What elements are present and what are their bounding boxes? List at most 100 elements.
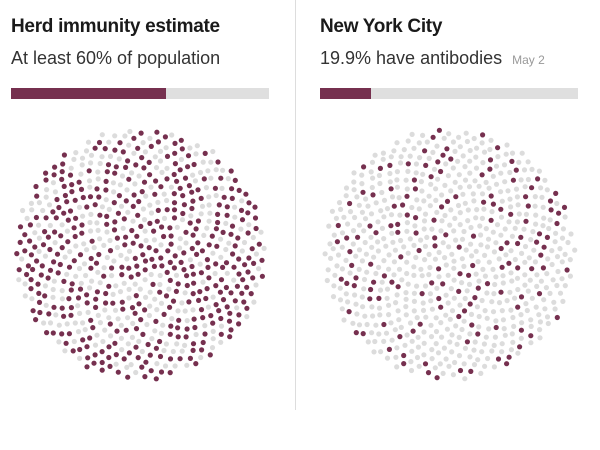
dot-immune xyxy=(176,317,182,323)
dot-immune xyxy=(429,280,435,286)
dot-immune xyxy=(213,302,219,308)
dot-not-immune xyxy=(420,171,426,177)
dot-immune xyxy=(479,172,485,178)
dot-immune xyxy=(167,225,173,231)
dot-not-immune xyxy=(449,332,455,338)
dot-not-immune xyxy=(429,306,435,312)
dot-immune xyxy=(68,312,74,318)
dot-not-immune xyxy=(381,214,387,220)
dot-immune xyxy=(158,369,165,375)
dot-not-immune xyxy=(386,312,392,318)
dot-immune xyxy=(65,239,71,245)
dot-immune xyxy=(220,264,226,270)
dot-not-immune xyxy=(522,272,528,278)
dot-immune xyxy=(487,157,494,163)
dot-not-immune xyxy=(29,207,35,213)
dot-not-immune xyxy=(350,241,356,247)
dot-immune xyxy=(404,212,410,218)
dot-not-immune xyxy=(436,249,442,255)
dot-immune xyxy=(488,217,494,223)
dot-not-immune xyxy=(147,202,153,208)
dot-immune xyxy=(150,281,156,287)
dot-not-immune xyxy=(396,317,402,323)
dot-immune xyxy=(495,356,502,362)
dot-immune xyxy=(228,327,234,333)
dot-not-immune xyxy=(519,150,525,156)
dot-not-immune xyxy=(42,253,49,259)
dot-not-immune xyxy=(533,212,539,218)
dot-not-immune xyxy=(493,163,500,169)
dot-not-immune xyxy=(383,243,389,249)
dot-not-immune xyxy=(197,169,204,176)
dot-not-immune xyxy=(514,194,521,200)
dot-immune xyxy=(54,251,61,257)
dot-immune xyxy=(397,334,403,340)
dot-not-immune xyxy=(415,334,421,340)
dot-not-immune xyxy=(177,236,183,242)
dot-not-immune xyxy=(445,272,451,278)
dot-immune xyxy=(36,290,42,296)
dot-not-immune xyxy=(552,239,558,245)
dot-immune xyxy=(387,162,393,168)
dot-not-immune xyxy=(436,274,442,280)
dot-not-immune xyxy=(330,246,336,252)
dot-not-immune xyxy=(205,168,211,174)
dot-immune xyxy=(88,265,94,271)
dot-immune xyxy=(490,201,496,207)
dot-not-immune xyxy=(220,167,226,173)
dot-not-immune xyxy=(467,331,473,337)
dot-immune xyxy=(123,164,129,170)
dot-not-immune xyxy=(377,312,383,318)
dot-not-immune xyxy=(449,349,455,355)
dot-not-immune xyxy=(498,170,504,176)
dot-not-immune xyxy=(339,230,346,236)
dot-immune xyxy=(71,258,77,264)
dot-not-immune xyxy=(451,258,457,264)
dot-immune xyxy=(190,347,196,353)
dot-not-immune xyxy=(77,355,83,361)
dot-not-immune xyxy=(104,254,110,261)
dot-not-immune xyxy=(110,291,116,297)
dot-immune xyxy=(535,176,541,182)
dot-not-immune xyxy=(188,213,194,219)
dot-immune xyxy=(155,139,161,145)
dot-not-immune xyxy=(420,300,426,306)
dot-not-immune xyxy=(102,307,108,313)
dot-immune xyxy=(104,169,110,175)
dot-not-immune xyxy=(179,348,185,354)
dot-immune xyxy=(334,239,340,245)
dot-not-immune xyxy=(418,179,424,185)
dot-immune xyxy=(30,308,36,314)
dot-immune xyxy=(235,235,241,241)
dot-not-immune xyxy=(239,248,245,254)
dot-not-immune xyxy=(95,169,101,175)
dot-not-immune xyxy=(479,191,486,197)
dot-immune xyxy=(480,132,486,138)
dot-not-immune xyxy=(537,327,543,333)
dot-immune xyxy=(401,361,407,367)
dot-immune xyxy=(432,243,438,249)
dot-not-immune xyxy=(422,283,429,289)
dot-not-immune xyxy=(446,244,452,250)
dot-immune xyxy=(42,229,48,235)
dot-immune xyxy=(487,166,493,172)
dot-not-immune xyxy=(449,251,455,257)
dot-not-immune xyxy=(112,133,118,139)
dot-immune xyxy=(404,193,410,199)
dot-immune xyxy=(232,243,238,249)
dot-immune xyxy=(554,220,560,227)
dot-not-immune xyxy=(206,218,212,224)
dot-immune xyxy=(444,198,451,204)
dot-immune xyxy=(443,232,449,238)
dot-immune xyxy=(172,150,178,156)
dot-not-immune xyxy=(476,313,482,320)
dot-not-immune xyxy=(251,299,257,305)
dot-not-immune xyxy=(71,156,77,162)
dot-immune xyxy=(110,300,116,306)
progress-fill xyxy=(320,88,372,99)
dot-not-immune xyxy=(485,236,492,242)
dot-not-immune xyxy=(329,208,335,214)
dot-not-immune xyxy=(549,261,555,268)
dot-immune xyxy=(159,263,165,269)
dot-not-immune xyxy=(476,278,482,284)
